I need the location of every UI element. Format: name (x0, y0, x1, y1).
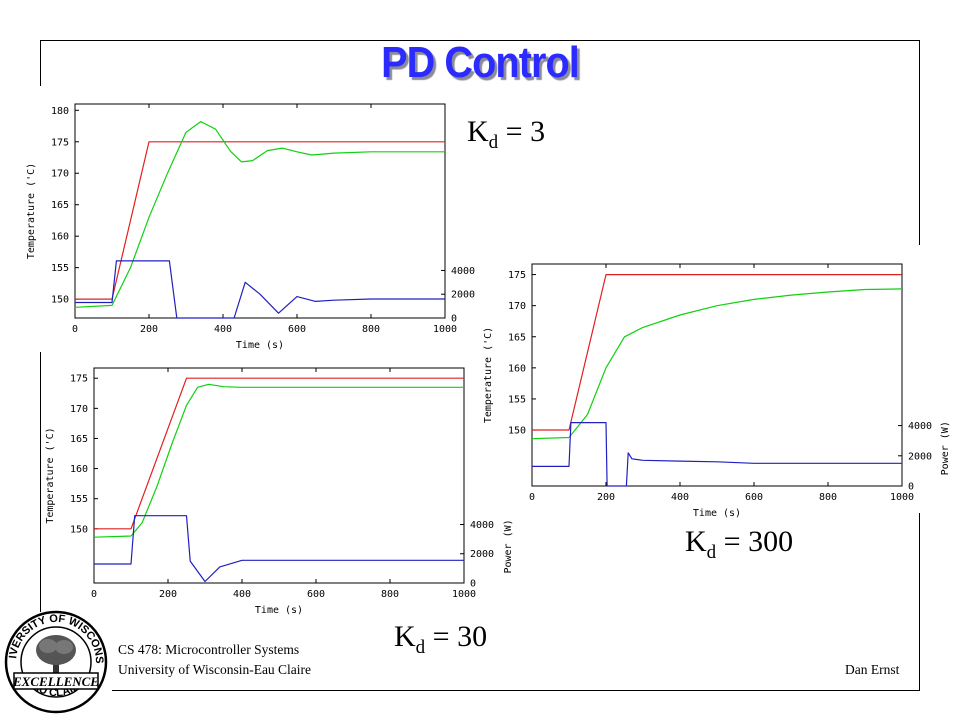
temperature-series-line (74, 120, 445, 308)
y-tick-label: 175 (508, 270, 526, 281)
y2-tick-label: 2000 (451, 290, 475, 301)
x-tick-label: 200 (140, 324, 158, 335)
x-tick-label: 800 (362, 324, 380, 335)
x-axis-label: Time (s) (255, 605, 303, 616)
gain-value: = 300 (716, 525, 794, 558)
x-tick-label: 400 (214, 324, 232, 335)
x-tick-label: 1000 (890, 492, 914, 503)
x-tick-label: 600 (288, 324, 306, 335)
plot-frame (93, 367, 465, 584)
plot-frame (531, 263, 903, 487)
x-tick-label: 600 (307, 589, 325, 600)
y-tick-label: 155 (70, 494, 88, 505)
y2-tick-label: 4000 (470, 520, 494, 531)
y-tick-label: 150 (51, 295, 69, 306)
plot-frame (74, 103, 446, 319)
y2-axis-label: Power (W) (503, 519, 514, 573)
setpoint-series-line (532, 274, 902, 431)
gain-subscript: d (415, 637, 426, 658)
y-tick-label: 170 (70, 404, 88, 415)
x-tick-label: 1000 (452, 589, 476, 600)
y2-tick-label: 4000 (451, 266, 475, 277)
y-tick-label: 150 (70, 524, 88, 535)
author-name: Dan Ernst (845, 662, 900, 677)
y-tick-label: 160 (51, 232, 69, 243)
x-tick-label: 400 (671, 492, 689, 503)
x-tick-label: 200 (597, 492, 615, 503)
setpoint-series-line (75, 141, 445, 300)
gain-subscript: d (488, 132, 499, 153)
y-tick-label: 165 (70, 434, 88, 445)
gain-label-kd-300: Kd = 300 (685, 525, 793, 564)
slide-title: PD Control (381, 38, 580, 87)
y-tick-label: 165 (51, 200, 69, 211)
power-series-line (75, 260, 445, 319)
x-tick-label: 800 (819, 492, 837, 503)
university-seal-icon: UNIVERSITY OF WISCONSIN EAU CLAIRE EXCEL… (4, 610, 108, 714)
y-tick-label: 160 (508, 363, 526, 374)
gain-label-kd-3: Kd = 3 (467, 115, 545, 154)
gain-value: = 3 (498, 115, 546, 148)
y-tick-label: 155 (508, 394, 526, 405)
y2-tick-label: 0 (451, 314, 457, 325)
y2-tick-label: 2000 (470, 549, 494, 560)
y2-tick-label: 0 (470, 579, 476, 590)
y-tick-label: 180 (51, 106, 69, 117)
university-name: University of Wisconsin-Eau Claire (118, 662, 312, 677)
x-tick-label: 0 (72, 324, 78, 335)
x-tick-label: 200 (159, 589, 177, 600)
y-tick-label: 160 (70, 464, 88, 475)
seal-middle-text: EXCELLENCE (12, 674, 99, 689)
x-tick-label: 600 (745, 492, 763, 503)
frame-left-line (40, 40, 41, 86)
power-series-line (94, 515, 464, 583)
y-tick-label: 175 (70, 374, 88, 385)
x-axis-label: Time (s) (693, 508, 741, 519)
y2-axis-label: Power (W) (940, 421, 951, 475)
x-tick-label: 800 (381, 589, 399, 600)
y-tick-label: 155 (51, 263, 69, 274)
y-tick-label: 165 (508, 332, 526, 343)
y-tick-label: 175 (51, 137, 69, 148)
gain-symbol: K (394, 620, 416, 653)
power-series-line (532, 422, 902, 487)
gain-symbol: K (467, 115, 489, 148)
frame-top-line (40, 40, 920, 41)
x-tick-label: 400 (233, 589, 251, 600)
x-tick-label: 1000 (433, 324, 457, 335)
setpoint-series-line (94, 377, 464, 530)
y-axis-label: Temperature ('C) (45, 427, 56, 523)
y2-tick-label: 2000 (908, 451, 932, 462)
x-tick-label: 0 (529, 492, 535, 503)
gain-symbol: K (685, 525, 707, 558)
course-name: CS 478: Microcontroller Systems (118, 642, 300, 657)
frame-right-line-lower (919, 513, 920, 691)
y-tick-label: 170 (508, 301, 526, 312)
gain-label-kd-30: Kd = 30 (394, 620, 487, 659)
y-axis-label: Temperature ('C) (483, 327, 494, 423)
y-tick-label: 170 (51, 169, 69, 180)
frame-bottom-line (112, 690, 920, 691)
temperature-series-line (93, 383, 464, 538)
x-axis-label: Time (s) (236, 340, 284, 351)
gain-subscript: d (706, 542, 717, 563)
temperature-series-line (531, 288, 903, 440)
y2-tick-label: 0 (908, 482, 914, 493)
y-axis-label: Temperature ('C) (26, 163, 37, 259)
y2-tick-label: 4000 (908, 421, 932, 432)
frame-right-line (919, 40, 920, 245)
y-tick-label: 150 (508, 426, 526, 437)
frame-left-line-lower (40, 352, 41, 612)
x-tick-label: 0 (91, 589, 97, 600)
gain-value: = 30 (425, 620, 488, 653)
